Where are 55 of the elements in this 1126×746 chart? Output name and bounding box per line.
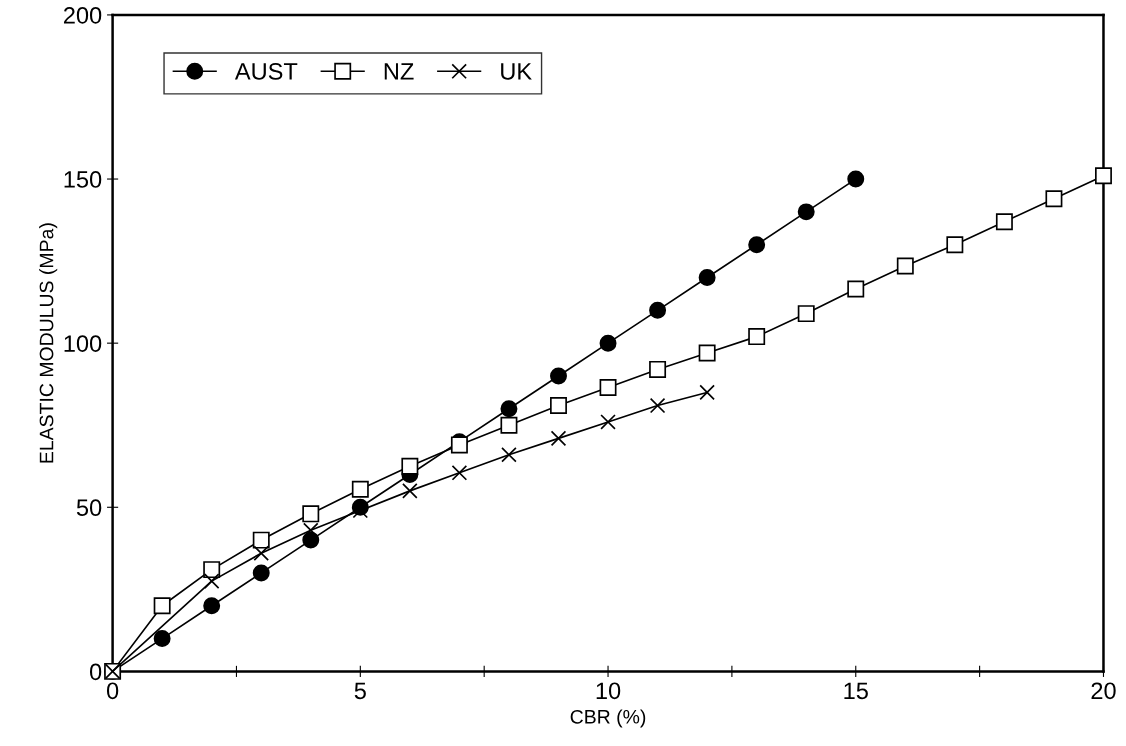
- legend-label: UK: [501, 63, 532, 80]
- point: [698, 344, 716, 362]
- point: [550, 397, 567, 414]
- point: [550, 367, 567, 385]
- point: [203, 561, 221, 579]
- legend-label: AUST: [234, 63, 298, 80]
- point: [599, 378, 617, 396]
- point: [797, 305, 815, 323]
- point: [599, 334, 617, 352]
- y-tick-label: 50: [76, 499, 102, 517]
- point: [649, 397, 666, 414]
- point: [748, 328, 766, 346]
- point: [748, 236, 766, 254]
- point: [203, 597, 221, 615]
- point: [351, 480, 369, 498]
- point: [1095, 167, 1112, 185]
- point: [302, 522, 319, 539]
- point: [402, 483, 418, 499]
- point: [649, 360, 667, 378]
- point: [153, 597, 171, 615]
- y-tick-label: 0: [89, 663, 102, 681]
- point: [500, 416, 518, 434]
- point: [501, 446, 517, 463]
- y-tick-label: 100: [64, 335, 102, 352]
- point: [699, 384, 715, 401]
- point: [698, 269, 716, 286]
- legend-label: NZ: [384, 63, 414, 80]
- point: [797, 203, 815, 221]
- point: [847, 280, 865, 298]
- y-tick-label: 200: [63, 6, 102, 24]
- point: [252, 564, 270, 582]
- point: [600, 414, 616, 430]
- point: [401, 457, 419, 475]
- x-tick-label: 5: [354, 682, 366, 700]
- point: [253, 545, 270, 562]
- point: [500, 400, 518, 418]
- point: [302, 505, 320, 523]
- x-tick-label: 10: [596, 682, 621, 700]
- point: [946, 236, 964, 254]
- point: [649, 301, 667, 319]
- point: [995, 213, 1013, 231]
- x-axis-title: CBR (%): [570, 709, 646, 728]
- point: [153, 630, 171, 648]
- x-tick-label: 15: [844, 682, 868, 700]
- point: [896, 257, 914, 275]
- point: [1045, 190, 1063, 208]
- point: [252, 531, 270, 549]
- y-axis-title: ELASTIC MODULUS (MPa): [39, 223, 58, 463]
- x-tick-label: 20: [1091, 682, 1116, 700]
- y-tick-label: 150: [64, 171, 102, 188]
- point: [203, 573, 220, 589]
- point: [847, 170, 865, 188]
- x-tick-label: 0: [106, 682, 119, 700]
- point: [451, 465, 468, 481]
- point: [550, 430, 567, 447]
